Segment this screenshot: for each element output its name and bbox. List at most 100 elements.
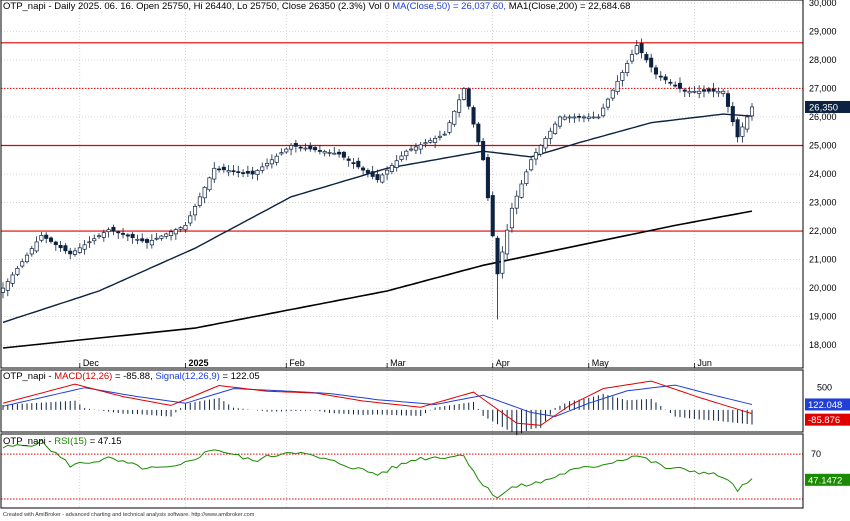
candle: [289, 142, 294, 156]
candle: [428, 137, 433, 144]
price-tick-label: 29,000: [809, 26, 837, 36]
candle: [610, 88, 615, 101]
candle: [481, 137, 486, 162]
candle: [673, 81, 678, 88]
x-tick-label: Jun: [697, 358, 712, 368]
candle: [677, 77, 683, 93]
candle: [92, 234, 97, 245]
candle: [217, 166, 222, 173]
candle: [341, 150, 346, 161]
macd-value-badge-label: -85.876: [808, 415, 840, 426]
candle: [236, 165, 241, 178]
candle: [644, 51, 649, 63]
candle: [20, 258, 25, 269]
candle: [87, 236, 92, 248]
candle: [380, 173, 385, 184]
candle: [351, 158, 356, 169]
candle: [245, 165, 250, 177]
candle: [178, 226, 183, 233]
macd-value: = -85.88,: [114, 371, 153, 382]
candle: [130, 232, 135, 244]
candle: [389, 162, 394, 175]
candle: [586, 112, 591, 122]
candle: [433, 135, 438, 149]
candle: [649, 53, 654, 73]
x-tick-label: Mar: [390, 358, 406, 368]
candle: [505, 224, 510, 260]
signal-value-badge-label: 122.048: [808, 400, 842, 411]
candle: [725, 90, 731, 113]
price-ticker: OTP_napi: [3, 1, 46, 12]
x-tick-label: Apr: [496, 358, 510, 368]
candle: [293, 139, 298, 153]
candle: [298, 145, 303, 152]
rsi-panel-header: OTP_napi - RSI(15) = 47.15: [3, 436, 122, 447]
candle: [500, 246, 505, 279]
candle: [284, 147, 289, 154]
footer-credit: Created with AmiBroker - advanced charti…: [3, 512, 255, 518]
candle: [562, 114, 567, 121]
candle: [111, 224, 116, 236]
candle: [274, 153, 279, 166]
candle: [250, 166, 255, 180]
candle: [687, 86, 692, 98]
candle: [39, 232, 44, 243]
candle: [634, 39, 639, 56]
price-panel-header: OTP_napi - Daily 2025. 06. 16. Open 2575…: [3, 1, 631, 12]
ma200-line: [2, 210, 753, 349]
candle: [53, 240, 58, 251]
candle: [58, 240, 63, 252]
candle: [313, 145, 318, 153]
candle: [0, 282, 6, 299]
candle: [154, 232, 159, 241]
candle: [697, 85, 702, 99]
candle: [121, 227, 126, 239]
price-tick-label: 27,000: [809, 83, 837, 93]
candle: [255, 169, 260, 181]
candle: [193, 203, 198, 221]
candle: [361, 165, 366, 175]
candle: [96, 233, 102, 240]
candle: [716, 87, 721, 97]
price-tick-label: 19,000: [809, 312, 837, 322]
candle: [327, 149, 332, 157]
candle: [519, 179, 524, 199]
rsi-value: = 47.15: [89, 436, 122, 447]
price-tick-label: 23,000: [809, 198, 837, 208]
candle: [303, 143, 308, 152]
candle: [457, 93, 462, 118]
candle: [346, 156, 351, 167]
candle: [668, 79, 673, 86]
candle: [231, 165, 236, 176]
candle: [375, 169, 380, 183]
candle: [466, 87, 471, 110]
candle: [495, 235, 500, 320]
candle: [116, 230, 121, 239]
candle: [5, 278, 10, 297]
candle: [461, 87, 466, 101]
price-tick-label: 20,000: [809, 283, 837, 293]
candle: [735, 117, 740, 143]
ma50-label: MA(Close,50) = 26,037.60,: [392, 1, 507, 12]
candle: [557, 115, 562, 129]
candle: [601, 103, 606, 118]
last-price-badge-label: 26,350: [809, 102, 838, 113]
macd-panel-header: OTP_napi - MACD(12,26) = -85.88, Signal(…: [3, 371, 260, 382]
candle: [629, 49, 634, 65]
axes: 18,000 19,000 20,000 21,000 22,000 23,000 24,0…: [0, 0, 850, 509]
candle: [711, 82, 716, 98]
candle: [394, 155, 399, 172]
candle: [63, 243, 68, 254]
candle: [29, 245, 34, 257]
macd-value-badge: [805, 413, 850, 426]
candle: [567, 114, 572, 123]
candle: [197, 192, 202, 208]
macd-label: MACD(12,26): [54, 371, 113, 382]
candle: [226, 164, 231, 177]
candle: [548, 127, 553, 145]
candle: [15, 266, 20, 277]
candle: [658, 71, 663, 81]
candle: [701, 85, 707, 98]
candle: [591, 111, 596, 119]
candle: [269, 154, 274, 169]
